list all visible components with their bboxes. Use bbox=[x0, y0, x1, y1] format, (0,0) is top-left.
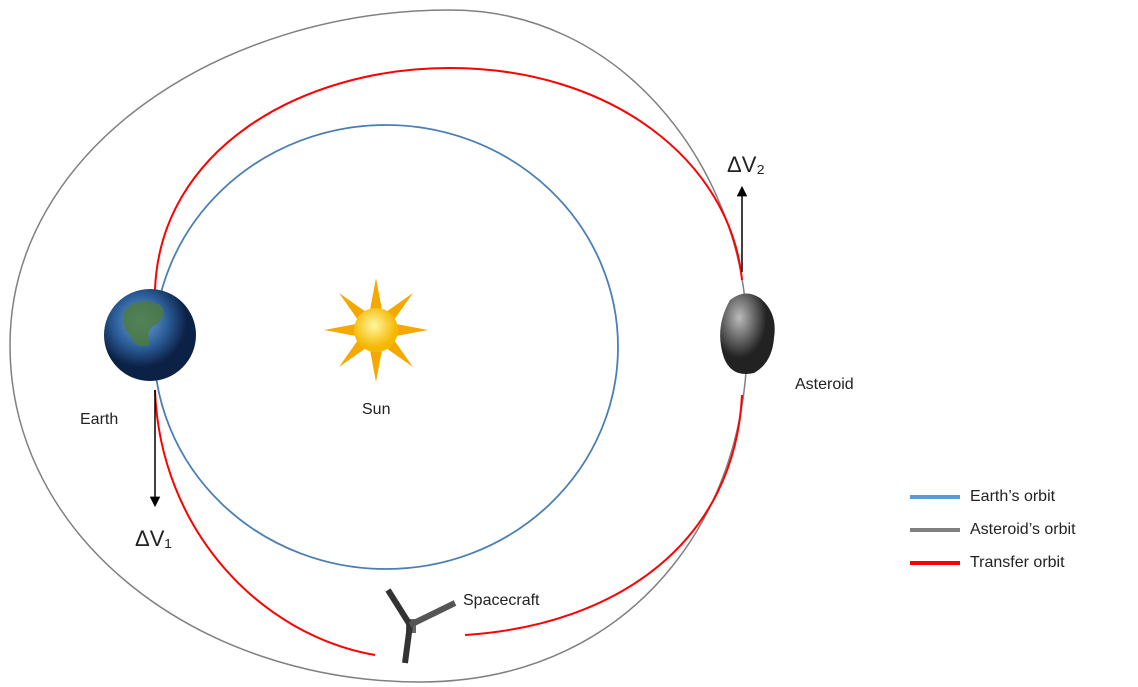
spacecraft bbox=[385, 588, 457, 664]
transfer-orbit bbox=[154, 66, 743, 291]
spacecraft-label: Spacecraft bbox=[463, 592, 540, 609]
legend-label: Earth’s orbit bbox=[970, 488, 1056, 505]
delta-v1-label: ΔV₁ bbox=[135, 526, 172, 551]
legend: Earth’s orbit Asteroid’s orbit Transfer or… bbox=[910, 488, 1076, 571]
transfer-orbit bbox=[464, 394, 743, 636]
earth-land bbox=[123, 301, 164, 347]
sun-label: Sun bbox=[362, 401, 390, 418]
legend-label: Transfer orbit bbox=[970, 554, 1065, 571]
sun bbox=[324, 278, 428, 382]
legend-label: Asteroid’s orbit bbox=[970, 521, 1076, 538]
earth-label: Earth bbox=[80, 411, 118, 428]
transfer-orbit bbox=[154, 389, 376, 656]
asteroid bbox=[720, 293, 775, 374]
asteroid-label: Asteroid bbox=[795, 376, 854, 393]
delta-v2-label: ΔV₂ bbox=[727, 152, 765, 177]
